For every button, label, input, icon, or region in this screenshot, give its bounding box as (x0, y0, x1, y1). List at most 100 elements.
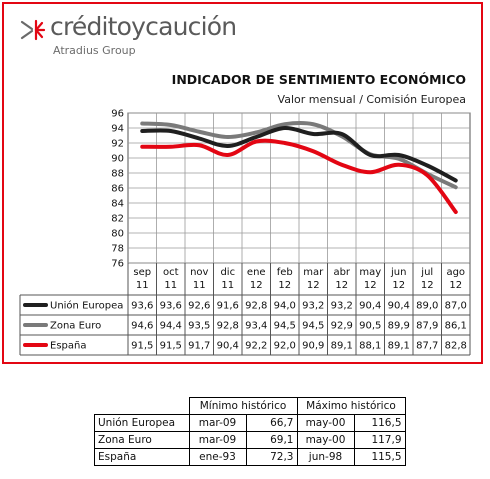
y-tick-label: 90 (111, 154, 124, 165)
data-label: 93,6 (131, 301, 153, 312)
chart-subtitle: Valor mensual / Comisión Europea (277, 93, 466, 106)
data-label: 89,1 (388, 341, 410, 352)
x-tick-label: 12 (335, 280, 348, 291)
table-row: España ene-93 72,3 jun-98 115,5 (94, 448, 406, 466)
data-label: 94,0 (274, 301, 296, 312)
data-label: 82,8 (445, 341, 467, 352)
max-date: jun-98 (296, 448, 355, 466)
y-tick-label: 82 (111, 214, 124, 225)
header-max: Máximo histórico (296, 397, 406, 415)
data-label: 91,5 (160, 341, 182, 352)
data-label: 86,1 (445, 321, 467, 332)
min-date: ene-93 (188, 448, 247, 466)
min-value: 69,1 (245, 431, 298, 449)
data-label: 93,4 (245, 321, 267, 332)
max-value: 116,5 (353, 414, 406, 432)
data-label: 91,7 (188, 341, 210, 352)
x-tick-label: feb (277, 267, 293, 278)
row-name: Zona Euro (94, 431, 190, 449)
x-tick-label: 11 (136, 280, 149, 291)
data-label: 94,5 (274, 321, 296, 332)
data-label: 92,8 (217, 321, 239, 332)
x-tick-label: 12 (250, 280, 263, 291)
historical-table: Mínimo histórico Máximo histórico Unión … (94, 397, 406, 466)
x-tick-label: 11 (193, 280, 206, 291)
y-tick-label: 80 (111, 229, 124, 240)
y-tick-label: 96 (111, 109, 124, 120)
x-tick-label: jul (420, 267, 433, 278)
chart-title: INDICADOR DE SENTIMIENTO ECONÓMICO (171, 72, 466, 87)
x-tick-label: ago (446, 267, 465, 278)
x-tick-label: dic (220, 267, 235, 278)
data-label: 92,2 (245, 341, 267, 352)
legend-label: Unión Europea (50, 300, 123, 312)
max-value: 117,9 (353, 431, 406, 449)
header-min: Mínimo histórico (188, 397, 298, 415)
table-row: Unión Europea mar-09 66,7 may-00 116,5 (94, 414, 406, 432)
x-tick-label: sep (133, 267, 151, 278)
data-label: 93,6 (160, 301, 182, 312)
data-label: 87,9 (416, 321, 438, 332)
data-label: 92,0 (274, 341, 296, 352)
min-value: 66,7 (245, 414, 298, 432)
data-label: 90,9 (302, 341, 324, 352)
x-tick-label: 12 (449, 280, 462, 291)
x-tick-label: 12 (364, 280, 377, 291)
chart: 76 78 80 82 84 86 88 90 92 94 96 sep 11 oct 11 nov 11 dic… (19, 109, 471, 356)
row-name: Unión Europea (94, 414, 190, 432)
data-label: 94,6 (131, 321, 153, 332)
x-tick-label: 12 (278, 280, 291, 291)
y-tick-label: 76 (111, 259, 124, 270)
data-label: 92,6 (188, 301, 210, 312)
data-label: 90,5 (359, 321, 381, 332)
x-tick-label: 11 (164, 280, 177, 291)
chart-frame (2, 2, 483, 364)
min-date: mar-09 (188, 431, 247, 449)
data-label: 94,5 (302, 321, 324, 332)
x-tick-label: may (359, 267, 381, 278)
y-tick-label: 94 (111, 124, 124, 135)
data-label: 92,8 (245, 301, 267, 312)
max-date: may-00 (296, 414, 355, 432)
y-tick-label: 84 (111, 199, 124, 210)
x-tick-label: nov (190, 267, 208, 278)
data-label: 93,2 (302, 301, 324, 312)
max-value: 115,5 (353, 448, 406, 466)
x-tick-label: 12 (392, 280, 405, 291)
data-label: 92,9 (331, 321, 353, 332)
brand-name: créditoycaución (50, 12, 237, 41)
data-label: 91,6 (217, 301, 239, 312)
table-row: Zona Euro mar-09 69,1 may-00 117,9 (94, 431, 406, 449)
y-tick-label: 86 (111, 184, 124, 195)
y-tick-label: 92 (111, 139, 124, 150)
x-tick-label: ene (247, 267, 266, 278)
data-label: 89,0 (416, 301, 438, 312)
series-line (140, 125, 458, 183)
x-tick-label: mar (303, 267, 324, 278)
data-label: 87,0 (445, 301, 467, 312)
historical-header-row: Mínimo histórico Máximo histórico (95, 397, 406, 415)
data-label: 89,9 (388, 321, 410, 332)
data-label: 93,2 (331, 301, 353, 312)
min-value: 72,3 (245, 448, 298, 466)
data-label: 91,5 (131, 341, 153, 352)
row-name: España (94, 448, 190, 466)
min-date: mar-09 (188, 414, 247, 432)
data-label: 90,4 (359, 301, 381, 312)
y-tick-label: 88 (111, 169, 124, 180)
series-line (140, 138, 458, 214)
legend-label: Zona Euro (50, 321, 101, 332)
data-label: 89,1 (331, 341, 353, 352)
y-tick-label: 78 (111, 244, 124, 255)
x-tick-label: jun (390, 267, 406, 278)
x-tick-label: 11 (221, 280, 234, 291)
brand-subtitle: Atradius Group (53, 44, 136, 57)
data-label: 93,5 (188, 321, 210, 332)
x-tick-label: 12 (307, 280, 320, 291)
x-tick-label: oct (163, 267, 179, 278)
data-label: 94,4 (160, 321, 182, 332)
series-line (140, 120, 458, 190)
data-label: 90,4 (388, 301, 410, 312)
data-label: 90,4 (217, 341, 239, 352)
data-label: 87,7 (416, 341, 438, 352)
